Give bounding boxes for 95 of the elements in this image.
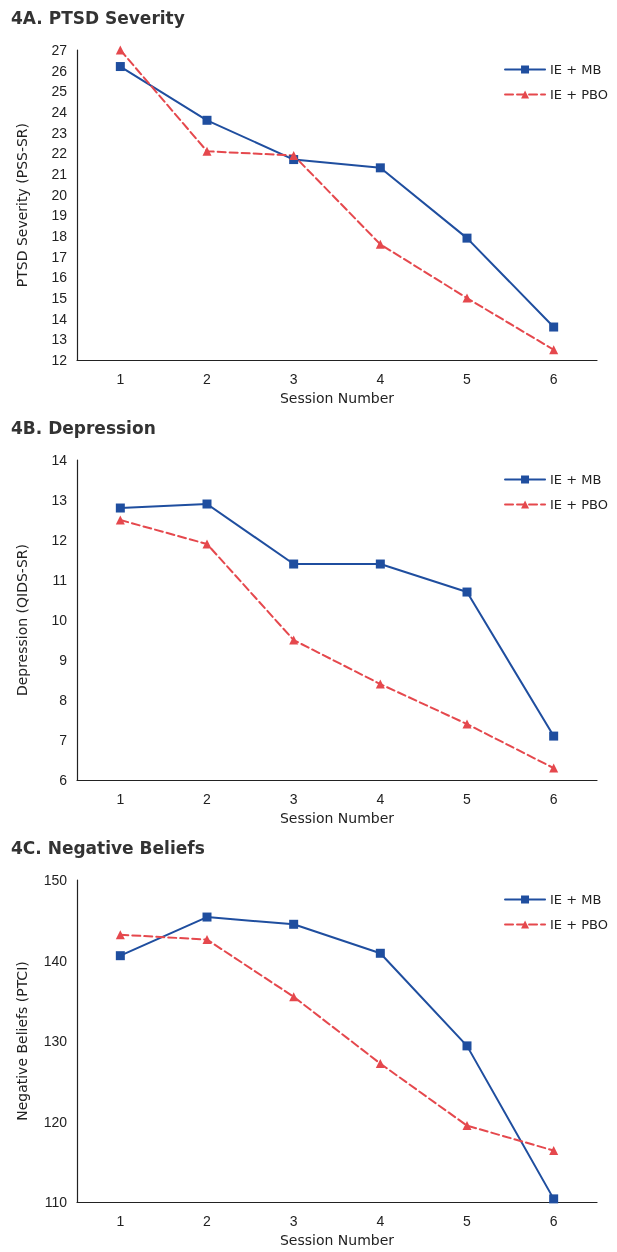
x-tick-label: 1 (116, 371, 125, 388)
y-tick-label: 150 (43, 872, 68, 888)
y-tick-label: 16 (51, 269, 68, 286)
point (115, 515, 125, 525)
legend-label: IE + MB (550, 62, 602, 77)
point (202, 935, 212, 945)
point (549, 1194, 559, 1204)
y-tick-label: 15 (51, 290, 68, 307)
y-tick-label: 27 (51, 42, 68, 58)
point (115, 62, 125, 72)
y-tick-label: 12 (51, 532, 68, 549)
chart-title: 4C. Negative Beliefs (11, 837, 205, 858)
chart-title: 4A. PTSD Severity (11, 7, 185, 28)
y-tick-label: 25 (51, 83, 68, 100)
legend-label: IE + MB (550, 892, 602, 907)
point (375, 1059, 385, 1069)
point (462, 233, 472, 243)
point (289, 635, 299, 645)
x-tick-label: 4 (376, 371, 385, 388)
legend-label: IE + MB (550, 472, 602, 487)
y-tick-label: 8 (59, 692, 68, 709)
x-axis-title: Session Number (279, 810, 395, 826)
x-tick-label: 3 (289, 791, 298, 808)
y-tick-label: 130 (43, 1033, 68, 1050)
y-tick-label: 12 (51, 352, 68, 369)
y-tick-label: 140 (43, 952, 68, 969)
point (115, 503, 125, 513)
point (549, 763, 559, 773)
x-tick-label: 1 (116, 1213, 125, 1230)
x-axis-title: Session Number (279, 390, 395, 406)
y-tick-label: 17 (51, 248, 68, 265)
y-tick-label: 11 (52, 572, 68, 589)
point (549, 731, 559, 741)
y-tick-label: 24 (51, 104, 68, 121)
y-tick-label: 10 (51, 612, 68, 629)
y-tick-label: 9 (59, 652, 68, 669)
x-tick-label: 2 (203, 371, 212, 388)
x-tick-label: 5 (463, 1213, 472, 1230)
x-tick-label: 3 (289, 1213, 298, 1230)
y-tick-label: 22 (51, 145, 68, 162)
y-tick-label: 14 (51, 310, 68, 327)
y-tick-label: 23 (51, 124, 68, 141)
point (202, 499, 212, 509)
point (289, 150, 299, 160)
y-tick-label: 20 (51, 186, 68, 203)
y-tick-label: 18 (51, 228, 68, 245)
x-tick-label: 5 (463, 791, 472, 808)
point (115, 45, 125, 55)
point (375, 163, 385, 173)
x-tick-label: 6 (549, 371, 558, 388)
point (462, 1121, 472, 1131)
x-tick-label: 4 (376, 791, 385, 808)
x-axis-title: Session Number (279, 1232, 395, 1248)
y-tick-label: 13 (51, 331, 68, 348)
y-axis-title: PTSD Severity (PSS-SR) (14, 122, 30, 288)
point (202, 146, 212, 156)
point (549, 1146, 559, 1156)
point (115, 951, 125, 961)
y-axis-title: Negative Beliefs (PTCI) (14, 961, 30, 1121)
y-tick-label: 21 (51, 166, 68, 183)
x-tick-label: 3 (289, 371, 298, 388)
x-tick-label: 1 (116, 791, 125, 808)
chart-title: 4B. Depression (11, 417, 156, 438)
y-tick-label: 19 (51, 207, 68, 224)
y-tick-label: 6 (59, 772, 68, 789)
legend-label: IE + PBO (550, 87, 608, 102)
y-tick-label: 110 (44, 1194, 68, 1211)
y-tick-label: 26 (51, 62, 68, 79)
y-axis-title: Depression (QIDS-SR) (14, 543, 30, 697)
point (289, 919, 299, 929)
point (462, 587, 472, 597)
point (462, 293, 472, 303)
point (375, 239, 385, 249)
x-tick-label: 6 (549, 791, 558, 808)
point (375, 559, 385, 569)
y-tick-label: 13 (51, 492, 68, 509)
point (375, 679, 385, 689)
x-tick-label: 4 (376, 1213, 385, 1230)
legend-label: IE + PBO (550, 497, 608, 512)
y-tick-label: 14 (51, 452, 68, 468)
point (462, 1041, 472, 1051)
point (202, 539, 212, 549)
y-tick-label: 120 (43, 1113, 68, 1130)
point (375, 948, 385, 958)
point (202, 912, 212, 922)
point (202, 115, 212, 125)
y-tick-label: 7 (59, 732, 68, 749)
legend-label: IE + PBO (550, 917, 608, 932)
point (289, 559, 299, 569)
x-tick-label: 5 (463, 371, 472, 388)
x-tick-label: 6 (549, 1213, 558, 1230)
x-tick-label: 2 (203, 1213, 212, 1230)
point (549, 322, 559, 332)
x-tick-label: 2 (203, 791, 212, 808)
point (462, 719, 472, 729)
